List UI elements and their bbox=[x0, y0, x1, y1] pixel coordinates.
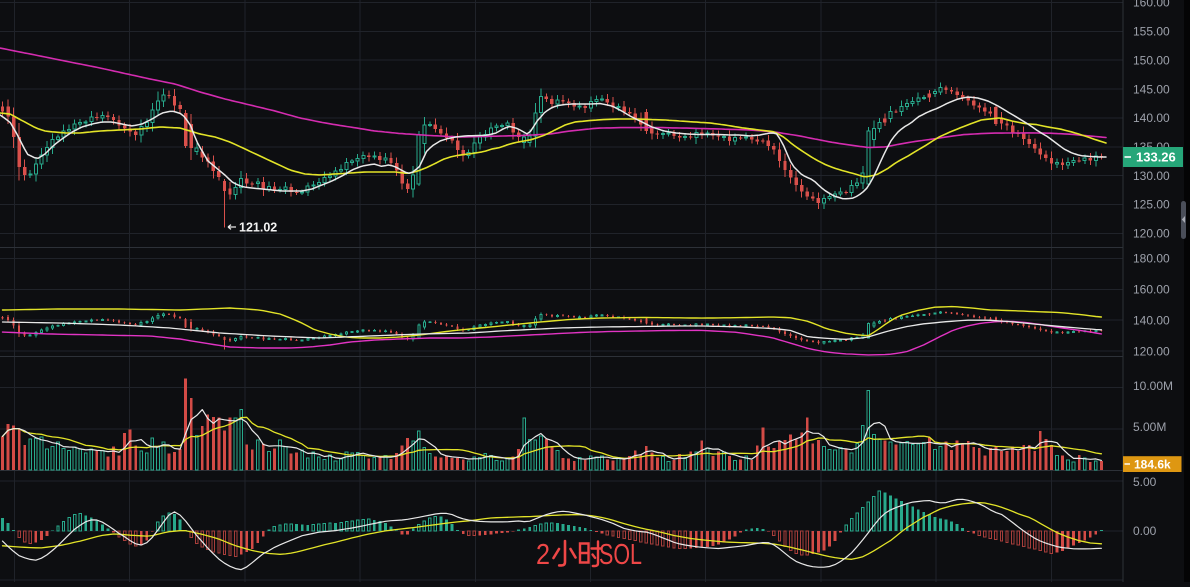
svg-text:0.00: 0.00 bbox=[1133, 524, 1157, 538]
svg-text:133.26: 133.26 bbox=[1136, 150, 1176, 165]
svg-text:10.00M: 10.00M bbox=[1133, 379, 1173, 393]
svg-text:140.00: 140.00 bbox=[1133, 111, 1170, 125]
svg-text:125.00: 125.00 bbox=[1133, 198, 1170, 212]
svg-text:121.02: 121.02 bbox=[239, 221, 277, 235]
svg-text:SOL: SOL bbox=[599, 539, 642, 571]
svg-text:140.00: 140.00 bbox=[1133, 313, 1170, 327]
svg-text:2: 2 bbox=[536, 539, 550, 571]
svg-text:160.00: 160.00 bbox=[1133, 0, 1170, 10]
svg-text:120.00: 120.00 bbox=[1133, 227, 1170, 241]
svg-text:145.00: 145.00 bbox=[1133, 82, 1170, 96]
svg-text:184.6k: 184.6k bbox=[1134, 458, 1171, 472]
svg-text:5.00: 5.00 bbox=[1133, 475, 1157, 489]
svg-text:155.00: 155.00 bbox=[1133, 25, 1170, 39]
svg-text:120.00: 120.00 bbox=[1133, 344, 1170, 358]
svg-text:150.00: 150.00 bbox=[1133, 53, 1170, 67]
svg-text:180.00: 180.00 bbox=[1133, 252, 1170, 266]
svg-text:160.00: 160.00 bbox=[1133, 283, 1170, 297]
svg-text:5.00M: 5.00M bbox=[1133, 420, 1166, 434]
svg-text:130.00: 130.00 bbox=[1133, 169, 1170, 183]
